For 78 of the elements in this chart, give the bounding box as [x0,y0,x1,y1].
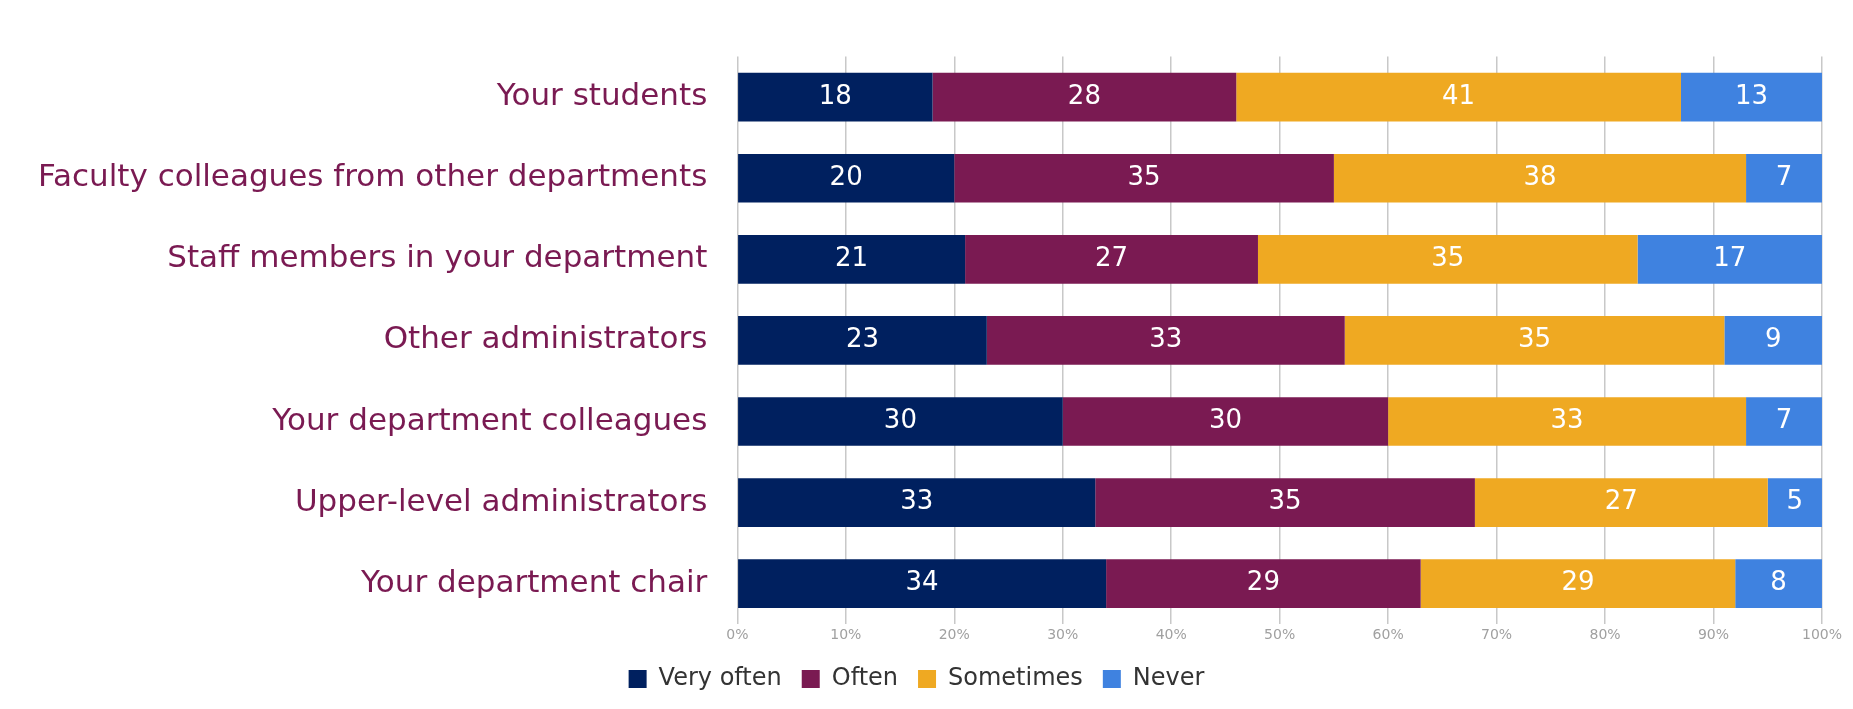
data-label: 33 [1550,404,1584,435]
bar [1236,72,1681,122]
bar [1746,397,1822,446]
data-label: 9 [1764,323,1782,354]
data-label: 5 [1786,485,1804,516]
data-label: 35 [1431,242,1465,273]
data-label: 27 [1094,242,1129,273]
x-tick-label: 0% [726,626,749,643]
x-tick-label: 40% [1155,626,1187,643]
bar [738,478,1096,527]
data-label: 7 [1775,160,1793,191]
bar [1767,478,1822,527]
data-label: 27 [1604,485,1638,516]
bar [954,153,1334,203]
data-label: 30 [1208,404,1242,435]
x-tick-label: 50% [1264,626,1296,643]
bar [1680,72,1822,122]
data-label: 34 [905,566,939,597]
x-tick-label: 100% [1801,626,1842,643]
data-label: 13 [1734,79,1769,110]
data-label: 33 [1149,323,1183,354]
bar [738,234,966,284]
data-label: 35 [1268,485,1302,516]
bar [1420,559,1736,608]
bar [1062,397,1389,446]
bar [1637,234,1822,284]
data-label: 30 [883,404,917,435]
bar [1388,397,1747,446]
bar [738,559,1107,608]
bar [1106,559,1421,608]
legend-label: Sometimes [948,663,1083,692]
data-label: 33 [900,485,934,516]
data-label: 7 [1775,404,1793,435]
bar [1735,559,1822,608]
y-tick-label: Your students [495,76,708,113]
y-tick-label: Faculty colleagues from other departments [37,157,708,194]
data-label: 17 [1713,242,1747,273]
data-label: 21 [835,242,869,273]
legend-label: Often [831,663,899,692]
data-label: 41 [1442,79,1476,110]
data-label: 23 [845,323,879,354]
bar [965,234,1258,284]
data-label: 18 [818,79,852,110]
x-tick-label: 20% [938,626,970,643]
bar [738,397,1063,446]
data-label: 20 [829,160,863,191]
data-label: 29 [1246,566,1280,597]
x-tick-label: 90% [1697,626,1730,643]
y-tick-label: Other administrators [383,319,708,356]
bar [1344,316,1725,365]
bar [1095,478,1475,527]
bar [1724,316,1822,365]
x-tick-label: 60% [1372,626,1404,643]
data-label: 8 [1770,566,1787,597]
bar [738,153,955,203]
bar [1474,478,1768,527]
y-tick-label: Staff members in your department [167,238,708,275]
bar [738,72,933,122]
x-tick-label: 30% [1047,626,1079,643]
y-tick-label: Your department colleagues [271,400,708,437]
bar [1333,153,1747,203]
data-label: 38 [1523,160,1557,191]
bar [932,72,1237,122]
data-label: 28 [1067,79,1101,110]
x-tick-label: 80% [1589,626,1621,643]
y-tick-label: Your department chair [360,562,708,599]
legend-label: Very often [658,663,782,692]
x-tick-label: 70% [1481,626,1513,643]
data-label: 29 [1561,566,1595,597]
bar [738,316,987,365]
y-tick-label: Upper-level administrators [294,481,708,518]
bar [1257,234,1638,284]
data-label: 35 [1127,160,1161,191]
bar [1746,153,1822,203]
x-tick-label: 10% [830,626,862,643]
legend-label: Never [1132,663,1205,692]
data-label: 35 [1518,323,1552,354]
bar [986,316,1345,365]
